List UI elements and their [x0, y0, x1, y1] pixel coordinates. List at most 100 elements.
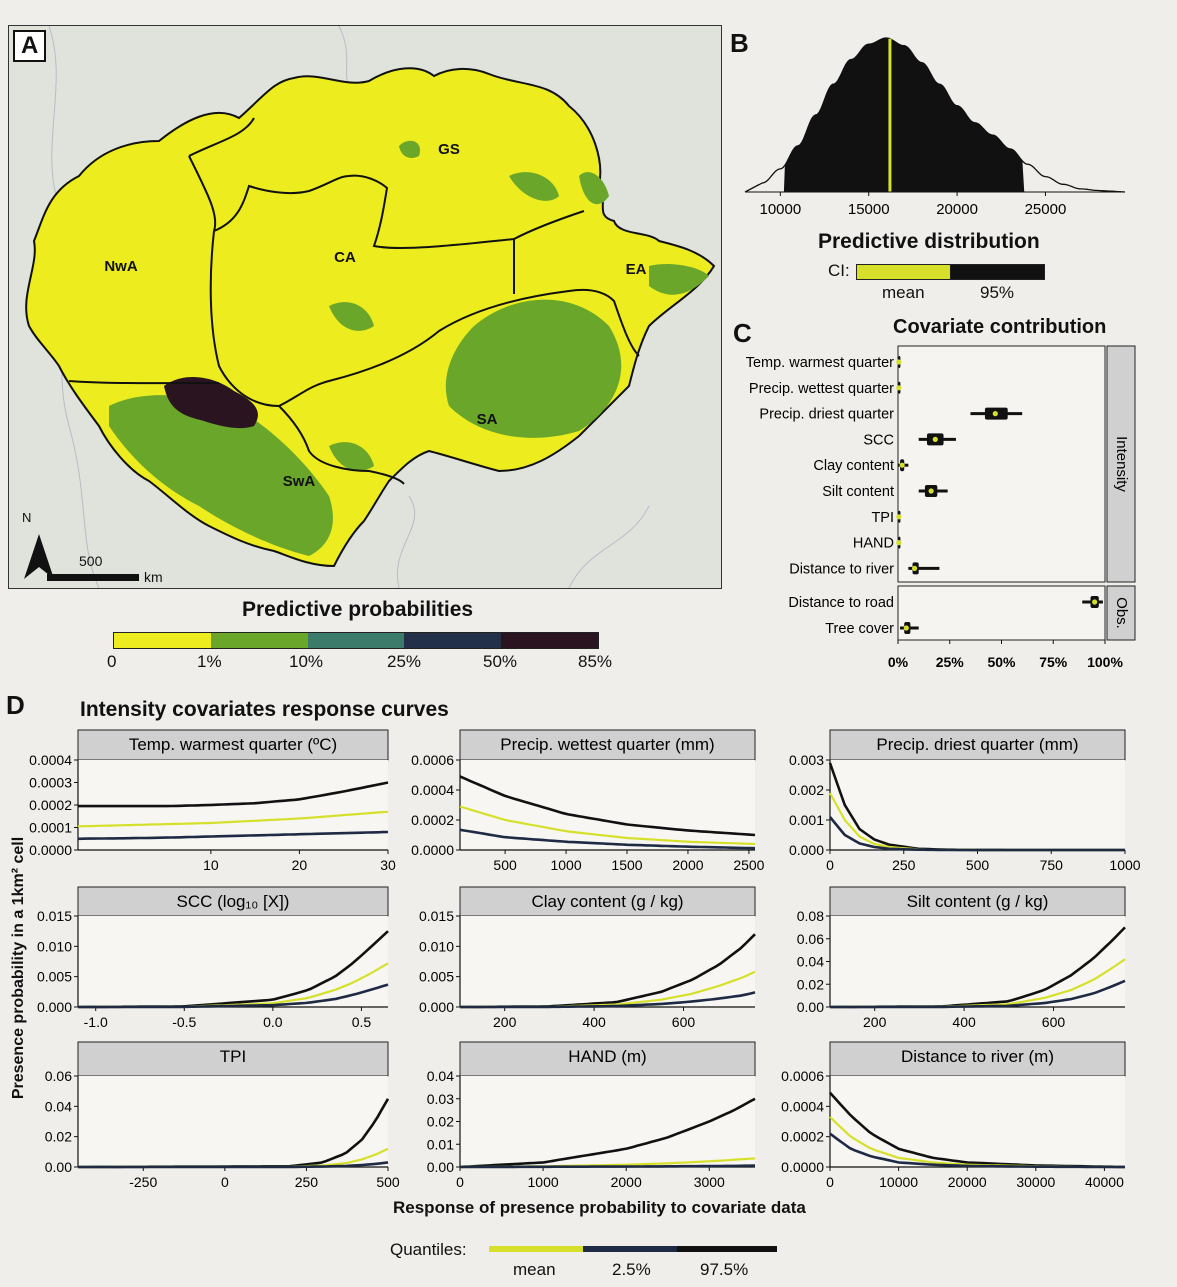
response-x-tick-label: 200: [863, 1014, 887, 1030]
response-curve-q975: [459, 1097, 756, 1169]
response-facet-strip: [829, 729, 1126, 761]
response-y-tick-label: 0.0004: [781, 1098, 824, 1114]
quantile-low-swatch: [583, 1246, 677, 1252]
response-y-tick-label: 0.001: [789, 812, 824, 828]
contribution-category-label: Tree cover: [825, 621, 894, 637]
contribution-median-point: [928, 488, 934, 494]
contribution-category-label: HAND: [853, 536, 894, 552]
response-x-tick-label: 0.5: [352, 1014, 372, 1030]
contribution-median-point: [899, 462, 905, 468]
region-label-gs: GS: [438, 141, 460, 158]
north-label: N: [22, 510, 31, 525]
contribution-median-point: [903, 625, 909, 631]
map-legend-tick-4: 50%: [483, 652, 518, 671]
response-plot-area: [830, 1076, 1125, 1167]
response-y-tick-label: 0.02: [797, 976, 824, 992]
region-label-ea: EA: [626, 261, 647, 278]
contribution-x-tick-label: 75%: [1039, 654, 1068, 670]
response-y-tick-label: 0.08: [797, 908, 824, 924]
ci-95-swatch: [950, 264, 1045, 280]
response-y-tick-label: 0.0006: [781, 1068, 824, 1084]
panel-letter-a: A: [13, 30, 47, 62]
response-y-tick-label: 0.0000: [29, 842, 72, 858]
contribution-category-label: SCC: [863, 432, 894, 448]
response-y-tick-label: 0.0002: [29, 797, 72, 813]
response-y-tick-label: 0.06: [797, 931, 824, 947]
response-x-tick-label: 0: [826, 1174, 834, 1190]
response-y-tick-label: 0.0004: [411, 782, 454, 798]
density-curve: [744, 37, 1126, 193]
legend-swatch-4: [404, 633, 502, 648]
distribution-x-tick-label: 15000: [848, 201, 890, 218]
ci-95-label: 95%: [980, 283, 1015, 302]
response-y-tick-label: 0.0003: [29, 775, 72, 791]
response-facet-strip: [77, 886, 389, 917]
response-plots: Temp. warmest quarter (ºC)0.00000.00010.…: [29, 729, 1141, 1190]
response-facet-title: Temp. warmest quarter (ºC): [129, 735, 337, 754]
region-label-swa: SwA: [283, 473, 316, 490]
region-label-nwa: NwA: [104, 258, 138, 275]
response-y-tick-label: 0.00: [797, 999, 824, 1015]
response-x-tick-label: 250: [892, 857, 916, 873]
response-x-tick-label: 250: [295, 1174, 319, 1190]
map-legend-title: Predictive probabilities: [242, 598, 474, 621]
ci95-area: [783, 38, 1025, 192]
response-curve-q025: [459, 828, 756, 850]
contribution-facet-strip-label: Intensity: [1113, 436, 1130, 492]
response-facet-title: Precip. driest quarter (mm): [876, 735, 1078, 754]
contribution-category-label: Clay content: [813, 458, 894, 474]
response-x-tick-label: 500: [966, 857, 990, 873]
response-x-tick-label: 500: [376, 1174, 400, 1190]
response-xlabel: Response of presence probability to cova…: [393, 1198, 806, 1217]
response-plot-area: [460, 916, 755, 1007]
contribution-median-point: [896, 540, 902, 546]
distribution-x-tick-label: 25000: [1025, 201, 1067, 218]
response-y-tick-label: 0.03: [427, 1091, 454, 1107]
response-y-tick-label: 0.04: [427, 1068, 454, 1084]
response-facet-strip: [459, 1041, 756, 1077]
north-arrow: N: [22, 510, 54, 579]
response-x-tick-label: 2000: [672, 857, 703, 873]
response-facet-strip: [829, 1041, 1126, 1077]
response-x-tick-label: 30: [380, 857, 396, 873]
response-x-tick-label: 0: [456, 1174, 464, 1190]
response-x-tick-label: 10000: [879, 1174, 918, 1190]
response-x-tick-label: 750: [1040, 857, 1064, 873]
panel-letter-b: B: [730, 28, 749, 58]
response-title: Intensity covariates response curves: [80, 698, 449, 721]
response-x-tick-label: 2500: [733, 857, 764, 873]
response-x-tick-label: 2000: [611, 1174, 642, 1190]
response-x-tick-label: 200: [493, 1014, 517, 1030]
response-curve-q975: [78, 781, 389, 808]
response-facet-strip: [459, 729, 756, 761]
contribution-category-label: Silt content: [822, 484, 894, 500]
ci-label: CI:: [828, 261, 850, 280]
distribution-x-tick-label: 20000: [936, 201, 978, 218]
contribution-median-point: [1092, 599, 1098, 605]
response-x-tick-label: 20000: [948, 1174, 987, 1190]
legend-swatch-3: [307, 633, 405, 648]
ci-mean-swatch: [856, 264, 952, 280]
response-facet-strip: [459, 886, 756, 917]
response-x-tick-label: 20: [292, 857, 308, 873]
response-plot-area: [78, 1076, 388, 1167]
response-facet-title: Precip. wettest quarter (mm): [500, 735, 714, 754]
quantile-mean-label: mean: [513, 1260, 556, 1279]
response-x-tick-label: 0: [221, 1174, 229, 1190]
quantile-high-label: 97.5%: [700, 1260, 749, 1279]
contribution-median-point: [911, 565, 918, 571]
response-plot-area: [830, 760, 1125, 850]
contribution-category-label: Temp. warmest quarter: [746, 355, 894, 371]
contribution-x-tick-label: 50%: [987, 654, 1016, 670]
response-x-tick-label: 3000: [694, 1174, 725, 1190]
response-x-tick-label: -0.5: [172, 1014, 196, 1030]
ci-mean-label: mean: [882, 283, 925, 302]
scale-bar-value: 500: [79, 553, 103, 569]
response-x-tick-label: 1000: [550, 857, 581, 873]
response-x-tick-label: 500: [493, 857, 517, 873]
response-facet-strip: [829, 886, 1126, 917]
map-region-labels: NwA GS CA EA SA SwA: [104, 141, 646, 490]
response-curve-q025: [830, 979, 1126, 1009]
response-curve-q025: [460, 1164, 756, 1169]
response-curve-q025: [78, 983, 389, 1009]
